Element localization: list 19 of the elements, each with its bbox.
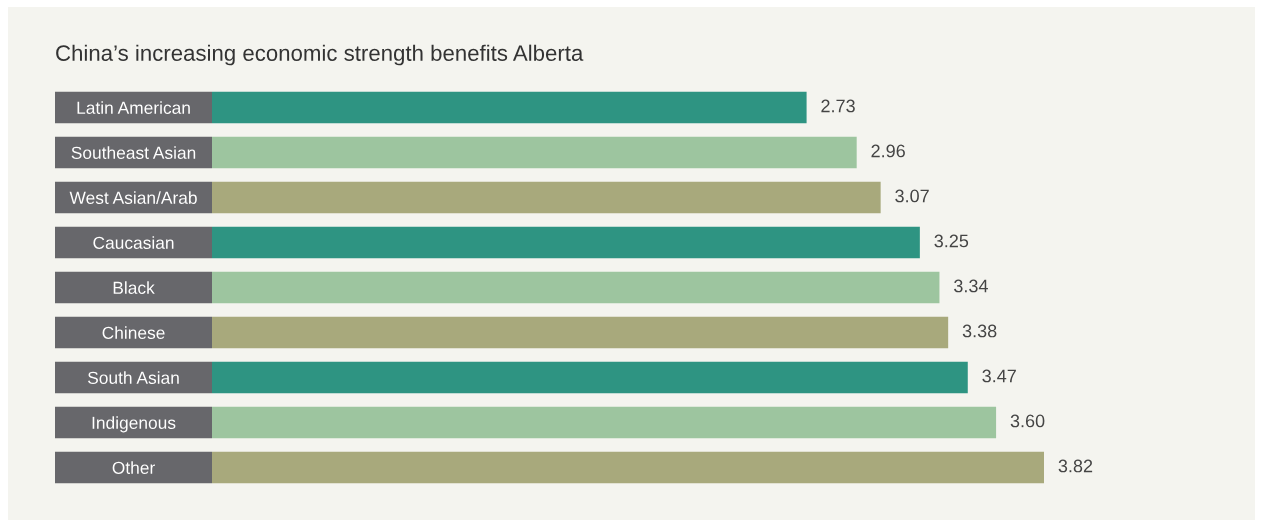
- data-label: 3.82: [1058, 459, 1093, 473]
- y-tick-label: Other: [112, 461, 155, 474]
- data-label: 3.38: [962, 324, 997, 338]
- data-label: 3.47: [982, 369, 1016, 383]
- data-label: 3.07: [895, 189, 929, 203]
- y-tick-label: Southeast Asian: [71, 146, 196, 159]
- y-tick-label: Chinese: [102, 326, 165, 339]
- y-tick-label: Black: [113, 281, 155, 294]
- data-label: 2.73: [821, 99, 855, 113]
- data-label: 2.96: [871, 144, 905, 158]
- y-tick-label: Indigenous: [92, 416, 176, 433]
- y-tick-label: West Asian/Arab: [69, 191, 197, 204]
- chart-title: China’s increasing economic strength benefits Alberta: [56, 44, 584, 66]
- data-label: 3.25: [934, 234, 969, 248]
- y-tick-label: South Asian: [87, 371, 179, 384]
- data-label: 3.34: [954, 279, 988, 293]
- data-label: 3.60: [1010, 414, 1045, 428]
- y-tick-label: Caucasian: [93, 236, 174, 249]
- y-tick-label: Latin American: [77, 101, 190, 114]
